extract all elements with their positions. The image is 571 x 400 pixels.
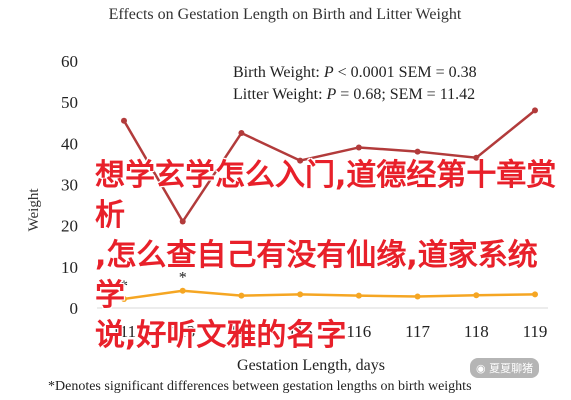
data-point-birth-weight xyxy=(355,292,362,299)
x-tick-label: 118 xyxy=(464,322,489,341)
data-point-litter-weight xyxy=(473,154,480,161)
overlay-text: 想学玄学怎么入门,道德经第十章赏析 ,怎么查自己有没有仙缘,道家系统学 说,好听… xyxy=(95,156,565,356)
x-tick-label: 114 xyxy=(229,322,254,341)
x-tick-label: 116 xyxy=(346,322,371,341)
data-point-litter-weight xyxy=(238,130,245,137)
y-tick-label: 60 xyxy=(61,52,78,71)
overlay-line-1: 想学玄学怎么入门,道德经第十章赏析 xyxy=(95,158,557,233)
legend-birth-weight: Birth Weight: P < 0.0001 SEM = 0.38 xyxy=(233,64,477,81)
data-point-litter-weight xyxy=(355,144,362,151)
series-line-birth-weight xyxy=(123,289,536,301)
footnote: *Denotes significant differences between… xyxy=(48,379,472,394)
data-point-birth-weight xyxy=(121,295,127,302)
overlay-line-2: ,怎么查自己有没有仙缘,道家系统学 xyxy=(95,238,538,313)
data-point-litter-weight xyxy=(414,148,421,155)
y-tick-label: 10 xyxy=(61,258,78,277)
data-point-litter-weight xyxy=(121,117,127,124)
y-tick-label: 0 xyxy=(70,299,79,318)
chart-title: Effects on Gestation Length on Birth and… xyxy=(109,6,462,23)
x-tick-label: 119 xyxy=(523,322,548,341)
series-layer: * * xyxy=(120,107,538,302)
y-tick-label: 30 xyxy=(61,176,78,195)
y-axis-label: Weight xyxy=(26,188,42,232)
data-point-litter-weight xyxy=(297,157,304,164)
significance-marker: * xyxy=(179,270,187,287)
y-tick-label: 50 xyxy=(61,93,78,112)
data-point-birth-weight xyxy=(238,292,245,299)
legend-litter-weight: Litter Weight: P = 0.68; SEM = 11.42 xyxy=(233,86,475,103)
y-tick-label: 40 xyxy=(61,134,78,153)
x-tick-label: 117 xyxy=(405,322,430,341)
data-point-litter-weight xyxy=(532,107,538,114)
data-point-birth-weight xyxy=(297,291,304,298)
x-tick-label: 115 xyxy=(288,322,313,341)
watermark: ◉ 夏夏聊猪 xyxy=(470,358,540,378)
watermark-text: 夏夏聊猪 xyxy=(489,362,534,375)
x-tick-label: 111 xyxy=(112,322,136,341)
data-point-birth-weight xyxy=(473,292,480,299)
y-axis-ticks: 0 10 20 30 40 50 60 xyxy=(61,52,78,318)
series-line-litter-weight xyxy=(122,109,536,224)
x-tick-label: 113 xyxy=(170,322,195,341)
wechat-icon: ◉ xyxy=(476,362,486,375)
x-axis-label: Gestation Length, days xyxy=(237,357,385,374)
x-axis-ticks: 111 113 114 115 116 117 118 119 xyxy=(112,322,548,341)
significance-marker: * xyxy=(120,278,128,295)
data-point-litter-weight xyxy=(179,218,186,225)
overlay-line-3: 说,好听文雅的名字 xyxy=(95,318,347,353)
data-point-birth-weight xyxy=(179,287,186,294)
data-point-birth-weight xyxy=(532,291,538,298)
y-tick-label: 20 xyxy=(61,217,78,236)
data-point-birth-weight xyxy=(414,293,421,300)
